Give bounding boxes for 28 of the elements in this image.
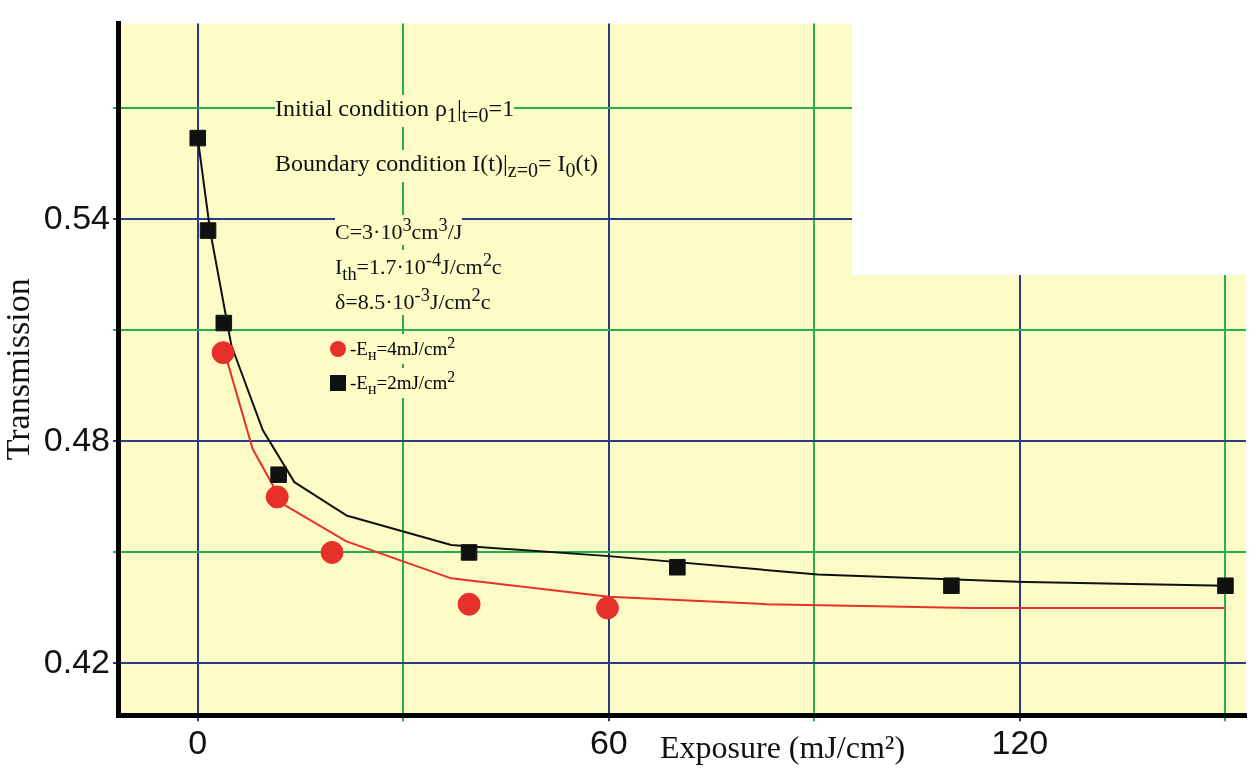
y-axis-title: Transmission	[0, 278, 37, 461]
point	[189, 129, 207, 147]
legend-label: -E$_{н}$=4mJ/cm$^{2}$	[350, 334, 456, 365]
annotation: Boundary condition I(t)|$_{z=0}$= I$_{0}$(t)	[275, 150, 599, 182]
point	[199, 222, 217, 239]
point	[669, 558, 686, 576]
annotation: C=3·10$^{3}$cm$^{3}$/J	[335, 215, 463, 246]
y-tick-label: 0.48	[43, 419, 110, 458]
point	[460, 544, 478, 561]
y-tick-label: 0.42	[43, 641, 110, 680]
point	[320, 540, 344, 564]
y-tick-label: 0.54	[43, 197, 110, 236]
annotation: δ=8.5·10$^{-3}$J/cm$^{2}$c	[335, 285, 491, 316]
point	[211, 341, 235, 365]
x-tick-label: 60	[589, 722, 628, 761]
point	[1217, 577, 1234, 594]
point	[457, 592, 481, 616]
legend-label: -E$_{н}$=2mJ/cm$^{2}$	[350, 368, 456, 399]
point	[265, 485, 289, 509]
x-axis-title: Exposure (mJ/cm²)	[659, 729, 906, 766]
annotation: I$_{th}$=1.7·10$^{-4}$J/cm$^{2}$c	[335, 250, 502, 285]
annotation: Initial condition ρ$_{1}$|$_{t=0}$=1	[275, 95, 515, 127]
x-tick-label: 0	[188, 722, 208, 761]
point	[215, 314, 233, 332]
point	[595, 596, 619, 620]
point	[943, 577, 960, 594]
point	[270, 466, 287, 484]
x-tick-label: 120	[991, 722, 1049, 761]
